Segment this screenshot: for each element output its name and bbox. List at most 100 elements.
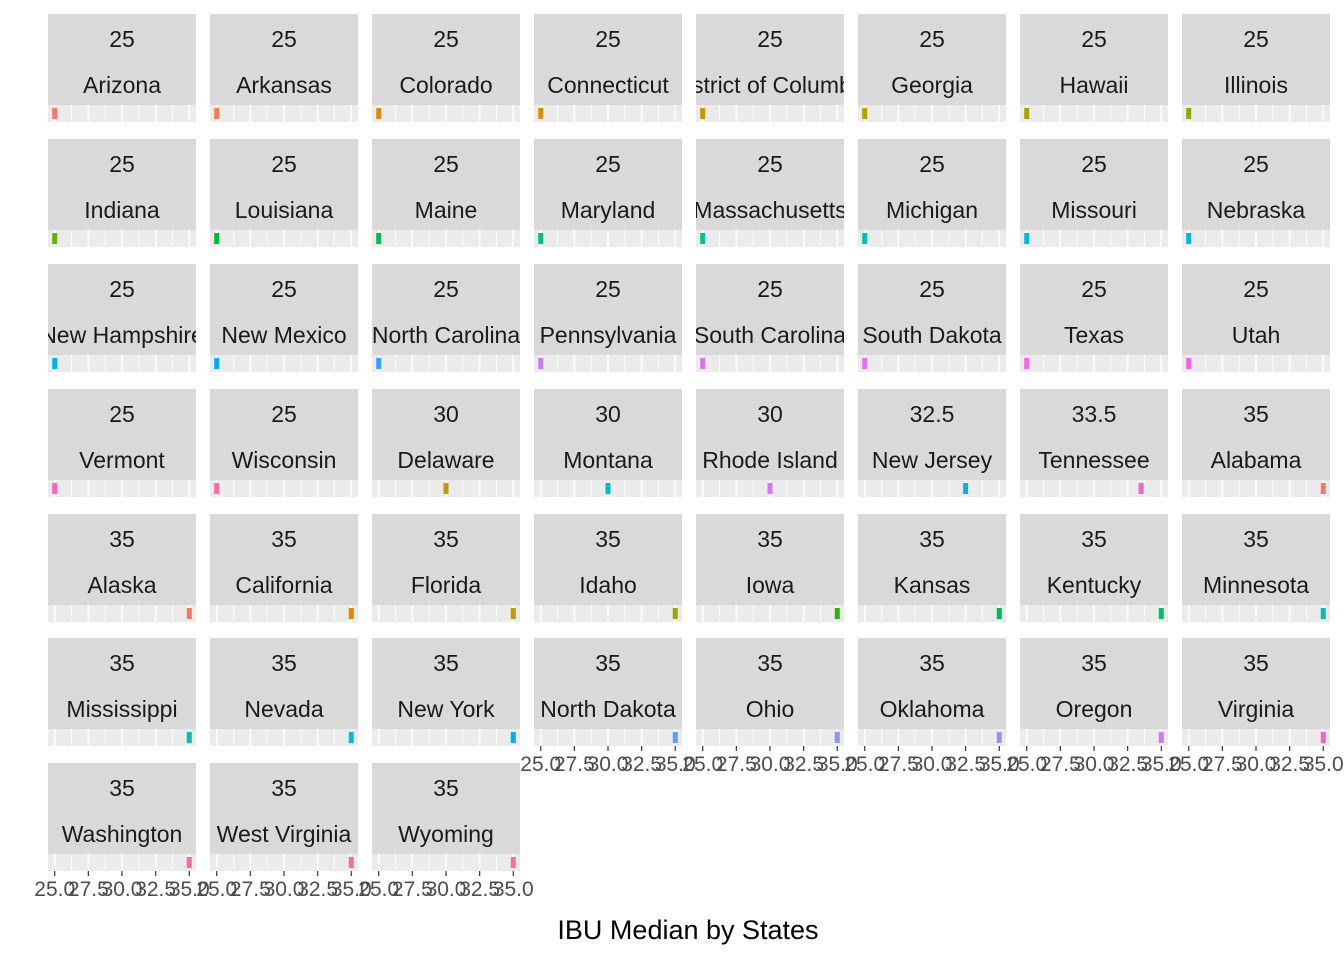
bar-louisiana [214, 233, 220, 244]
x-axis-oklahoma: 25.027.530.032.535.0 [844, 746, 1020, 776]
bar-utah [1186, 358, 1192, 369]
strip-state-label: Kentucky [1047, 572, 1142, 598]
strip-value-label: 30 [595, 401, 621, 427]
strip-value-label: 35 [1243, 526, 1269, 552]
facet-panel-delaware: 30 Delaware [372, 389, 520, 497]
strip-background [1182, 638, 1330, 729]
facet-panel-connecticut: 25 Connecticut [534, 14, 682, 122]
strip-background [1182, 514, 1330, 605]
x-tick-label: 35.0 [817, 753, 858, 776]
bar-delaware [443, 483, 449, 494]
strip-state-label: Michigan [886, 197, 978, 223]
strip-background [1182, 264, 1330, 355]
facet-panel-colorado: 25 Colorado [372, 14, 520, 122]
strip-background [210, 264, 358, 355]
bar-oklahoma [996, 732, 1002, 743]
strip-value-label: 35 [433, 650, 459, 676]
strip-background [858, 139, 1006, 230]
x-tick-label: 35.0 [655, 753, 696, 776]
x-axis-washington: 25.027.530.032.535.0 [34, 871, 210, 901]
strip-background [858, 389, 1006, 480]
strip-value-label: 25 [919, 151, 945, 177]
strip-background [696, 264, 844, 355]
facet-panel-tennessee: 33.5 Tennessee [1020, 389, 1168, 497]
bar-south-carolina [700, 358, 706, 369]
x-tick-label: 27.5 [716, 753, 757, 776]
strip-background [1182, 139, 1330, 230]
x-tick-label: 25.0 [1006, 753, 1047, 776]
strip-state-label: Utah [1232, 322, 1281, 348]
facet-panel-north-carolina: 25 North Carolina [372, 264, 520, 372]
facet-panel-new-jersey: 32.5 New Jersey [858, 389, 1006, 497]
bar-kansas [996, 608, 1002, 619]
strip-background [372, 638, 520, 729]
bar-massachusetts [700, 233, 706, 244]
strip-value-label: 32.5 [910, 401, 955, 427]
x-tick-label: 25.0 [520, 753, 561, 776]
strip-value-label: 25 [1243, 276, 1269, 302]
facet-panel-minnesota: 35 Minnesota [1182, 514, 1330, 622]
facet-panel-district-of-columbia: 25 District of Columbia [696, 14, 844, 122]
strip-background [372, 763, 520, 854]
x-tick-label: 32.5 [135, 878, 176, 901]
strip-state-label: Wisconsin [232, 447, 337, 473]
facet-panel-wyoming: 35 Wyoming 25.027.530.032.535.0 [358, 763, 534, 901]
strip-state-label: Rhode Island [702, 447, 838, 473]
strip-value-label: 35 [757, 650, 783, 676]
strip-background [372, 14, 520, 105]
strip-value-label: 35 [919, 526, 945, 552]
facet-panel-north-dakota: 35 North Dakota 25.027.530.032.535.0 [520, 638, 696, 776]
strip-background [48, 139, 196, 230]
strip-value-label: 33.5 [1072, 401, 1117, 427]
x-axis-label: IBU Median by States [557, 915, 818, 945]
strip-background [210, 389, 358, 480]
strip-value-label: 25 [757, 26, 783, 52]
strip-state-label: Wyoming [398, 821, 494, 847]
x-tick-label: 25.0 [358, 878, 399, 901]
bar-west-virginia [348, 857, 354, 868]
x-tick-label: 30.0 [102, 878, 143, 901]
x-tick-label: 32.5 [945, 753, 986, 776]
bar-connecticut [538, 108, 544, 119]
strip-value-label: 35 [271, 526, 297, 552]
strip-state-label: Idaho [579, 572, 637, 598]
x-tick-label: 30.0 [1074, 753, 1115, 776]
facet-panel-california: 35 California [210, 514, 358, 622]
x-axis-north-dakota: 25.027.530.032.535.0 [520, 746, 696, 776]
strip-value-label: 25 [109, 276, 135, 302]
strip-state-label: Maryland [561, 197, 656, 223]
strip-value-label: 25 [271, 151, 297, 177]
facet-panel-florida: 35 Florida [372, 514, 520, 622]
x-tick-label: 35.0 [169, 878, 210, 901]
bar-alaska [186, 608, 192, 619]
bar-texas [1024, 358, 1030, 369]
facet-panel-new-mexico: 25 New Mexico [210, 264, 358, 372]
strip-value-label: 25 [919, 26, 945, 52]
x-tick-label: 32.5 [621, 753, 662, 776]
x-tick-label: 35.0 [1303, 753, 1344, 776]
strip-state-label: Iowa [746, 572, 795, 598]
strip-state-label: Delaware [397, 447, 494, 473]
facet-panel-louisiana: 25 Louisiana [210, 139, 358, 247]
strip-background [1020, 389, 1168, 480]
strip-state-label: New Hampshire [40, 322, 204, 348]
bar-montana [605, 483, 611, 494]
facet-panel-indiana: 25 Indiana [48, 139, 196, 247]
strip-value-label: 35 [1243, 401, 1269, 427]
facet-panel-kentucky: 35 Kentucky [1020, 514, 1168, 622]
bar-new-hampshire [52, 358, 58, 369]
bar-nebraska [1186, 233, 1192, 244]
bar-georgia [862, 108, 868, 119]
strip-value-label: 35 [433, 526, 459, 552]
strip-state-label: Virginia [1218, 696, 1294, 722]
strip-state-label: Nevada [244, 696, 323, 722]
strip-value-label: 25 [271, 401, 297, 427]
x-tick-label: 30.0 [750, 753, 791, 776]
strip-background [534, 14, 682, 105]
bar-south-dakota [862, 358, 868, 369]
facet-panel-rhode-island: 30 Rhode Island [696, 389, 844, 497]
strip-value-label: 35 [109, 526, 135, 552]
x-tick-label: 27.5 [1202, 753, 1243, 776]
x-tick-label: 32.5 [297, 878, 338, 901]
facet-panel-georgia: 25 Georgia [858, 14, 1006, 122]
